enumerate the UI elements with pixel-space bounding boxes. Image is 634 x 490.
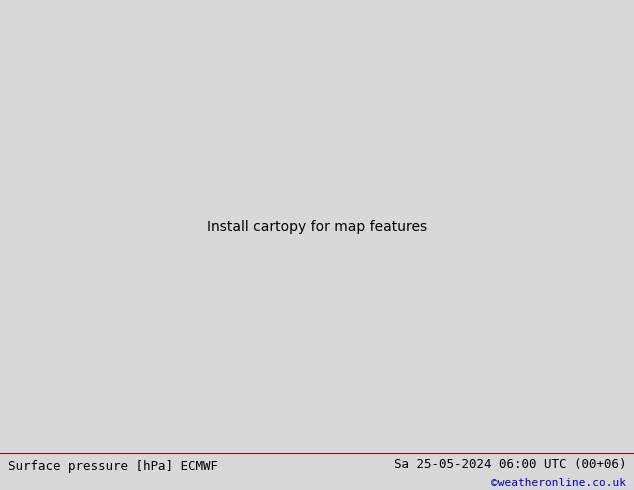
- Text: Sa 25-05-2024 06:00 UTC (00+06): Sa 25-05-2024 06:00 UTC (00+06): [394, 458, 626, 471]
- Text: Surface pressure [hPa] ECMWF: Surface pressure [hPa] ECMWF: [8, 460, 217, 473]
- Text: Install cartopy for map features: Install cartopy for map features: [207, 220, 427, 234]
- Text: ©weatheronline.co.uk: ©weatheronline.co.uk: [491, 478, 626, 489]
